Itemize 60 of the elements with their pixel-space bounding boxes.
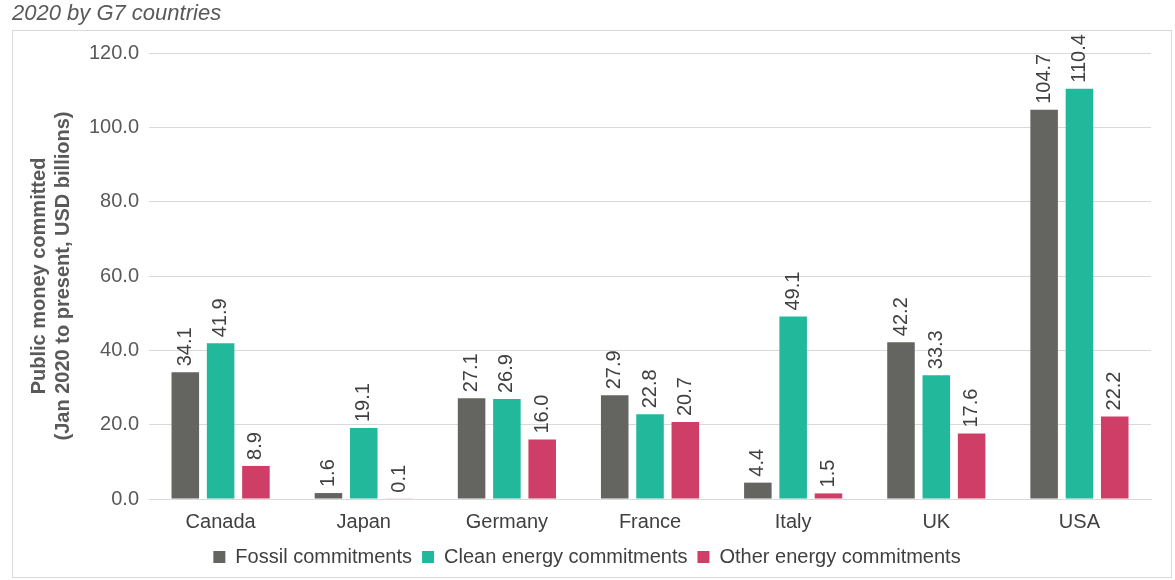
bar: [1065, 88, 1094, 499]
y-tick-label: 60.0: [100, 263, 140, 286]
legend-label: Fossil commitments: [235, 544, 413, 567]
data-label: 22.2: [1102, 371, 1125, 411]
data-label: 49.1: [780, 271, 803, 311]
bar: [957, 433, 986, 499]
bar: [671, 422, 700, 499]
data-label: 17.6: [959, 388, 982, 428]
data-label: 16.0: [529, 394, 552, 434]
data-label: 22.8: [637, 369, 660, 409]
x-tick-label: UK: [922, 509, 951, 532]
y-tick-label: 20.0: [100, 412, 140, 435]
bar: [528, 439, 556, 499]
bar: [922, 375, 951, 499]
bar: [349, 428, 378, 499]
data-label: 1.6: [315, 459, 338, 488]
bar: [779, 316, 807, 499]
data-label: 27.1: [459, 353, 482, 393]
x-tick-label: Canada: [185, 509, 257, 532]
data-label: 33.3: [923, 330, 946, 370]
y-tick-label: 0.0: [111, 486, 140, 509]
x-tick-label: France: [618, 509, 682, 532]
x-tick-label: USA: [1058, 509, 1101, 532]
data-label: 8.9: [243, 432, 266, 460]
data-label: 41.9: [208, 298, 231, 338]
bar: [242, 465, 270, 499]
chart-title: 2020 by G7 countries: [12, 0, 222, 26]
legend-label: Other energy commitments: [719, 544, 961, 567]
bar: [457, 398, 486, 499]
bar: [1100, 416, 1129, 499]
data-label: 110.4: [1066, 34, 1089, 83]
data-label: 42.2: [888, 297, 911, 337]
data-label: 34.1: [172, 327, 195, 367]
data-label: 4.4: [745, 448, 768, 477]
data-label: 27.9: [602, 350, 625, 390]
bar: [600, 395, 629, 499]
y-axis-title: Public money committed (Jan 2020 to present, USD billions): [26, 111, 73, 441]
x-tick-label: Germany: [465, 509, 549, 532]
data-label: 0.1: [386, 464, 409, 493]
x-tick-label: Japan: [336, 509, 391, 532]
bar: [814, 493, 843, 499]
data-label: 20.7: [672, 377, 695, 417]
bar: [636, 414, 664, 499]
data-label: 1.5: [815, 459, 838, 488]
data-label: 19.1: [351, 383, 374, 423]
bar: [1030, 109, 1058, 499]
y-tick-label: 100.0: [88, 114, 140, 137]
y-tick-label: 120.0: [88, 40, 140, 63]
y-tick-label: 40.0: [100, 337, 140, 360]
legend-label: Clean energy commitments: [444, 544, 688, 567]
y-tick-label: 80.0: [100, 189, 140, 212]
bar: [493, 399, 521, 499]
bar: [171, 372, 200, 499]
bar: [206, 343, 235, 499]
bar: [744, 482, 772, 499]
data-label: 26.9: [494, 354, 517, 394]
bar: [314, 493, 343, 499]
x-tick-label: Italy: [774, 509, 812, 532]
data-label: 104.7: [1031, 53, 1054, 104]
bar: [887, 342, 915, 499]
